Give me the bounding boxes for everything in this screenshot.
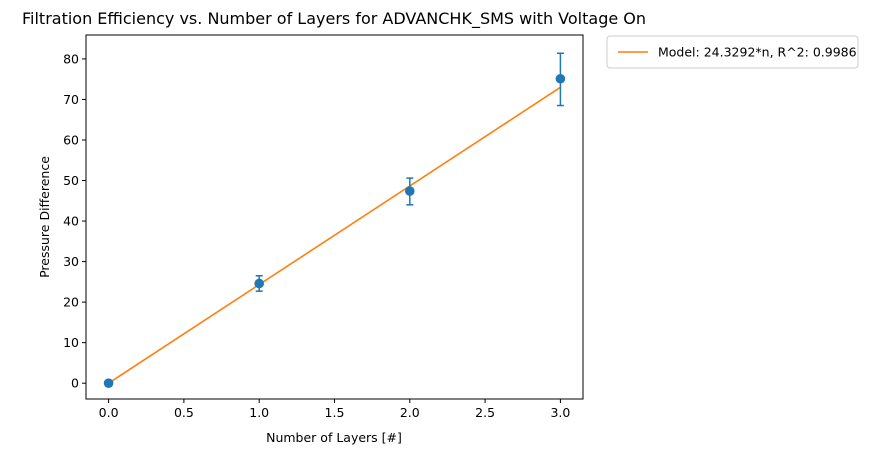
- data-point: [254, 278, 264, 289]
- x-tick-label: 0.5: [174, 405, 194, 420]
- y-tick-label: 0: [71, 376, 79, 391]
- x-axis: 0.0 0.5 1.0 1.5 2.0 2.5 3.0: [99, 399, 570, 420]
- x-axis-label: Number of Layers [#]: [266, 430, 402, 445]
- legend-box: [606, 35, 859, 69]
- data-point: [103, 378, 114, 388]
- legend-model-label: Model: 24.3292*n, R^2: 0.9986: [658, 45, 857, 60]
- plot-area-frame: [85, 34, 584, 400]
- y-tick-label: 50: [63, 173, 79, 188]
- y-tick-label: 10: [63, 335, 79, 350]
- data-point: [405, 186, 415, 196]
- y-tick-label: 80: [63, 51, 79, 66]
- x-tick-label: 1.5: [325, 405, 345, 420]
- x-tick-label: 0.0: [99, 405, 119, 420]
- y-tick-label: 70: [63, 92, 79, 107]
- y-tick-label: 30: [63, 254, 79, 269]
- y-axis-label: Pressure Difference: [37, 156, 52, 278]
- measurement-series: [103, 52, 566, 388]
- x-tick-label: 2.5: [475, 405, 495, 420]
- x-tick-label: 1.0: [249, 405, 269, 420]
- chart-title: Filtration Efficiency vs. Number of Laye…: [22, 9, 646, 29]
- y-tick-label: 20: [63, 295, 79, 310]
- model-series: [108, 86, 561, 384]
- y-axis: 0 10 20 30 40 50 60 70 80: [63, 51, 86, 391]
- x-tick-label: 3.0: [550, 405, 570, 420]
- y-tick-label: 60: [63, 132, 79, 147]
- x-tick-label: 2.0: [400, 405, 420, 420]
- y-tick-label: 40: [63, 214, 79, 229]
- legend: Model: 24.3292*n, R^2: 0.9986: [606, 35, 859, 69]
- data-point: [555, 73, 566, 84]
- model-line: [108, 86, 561, 384]
